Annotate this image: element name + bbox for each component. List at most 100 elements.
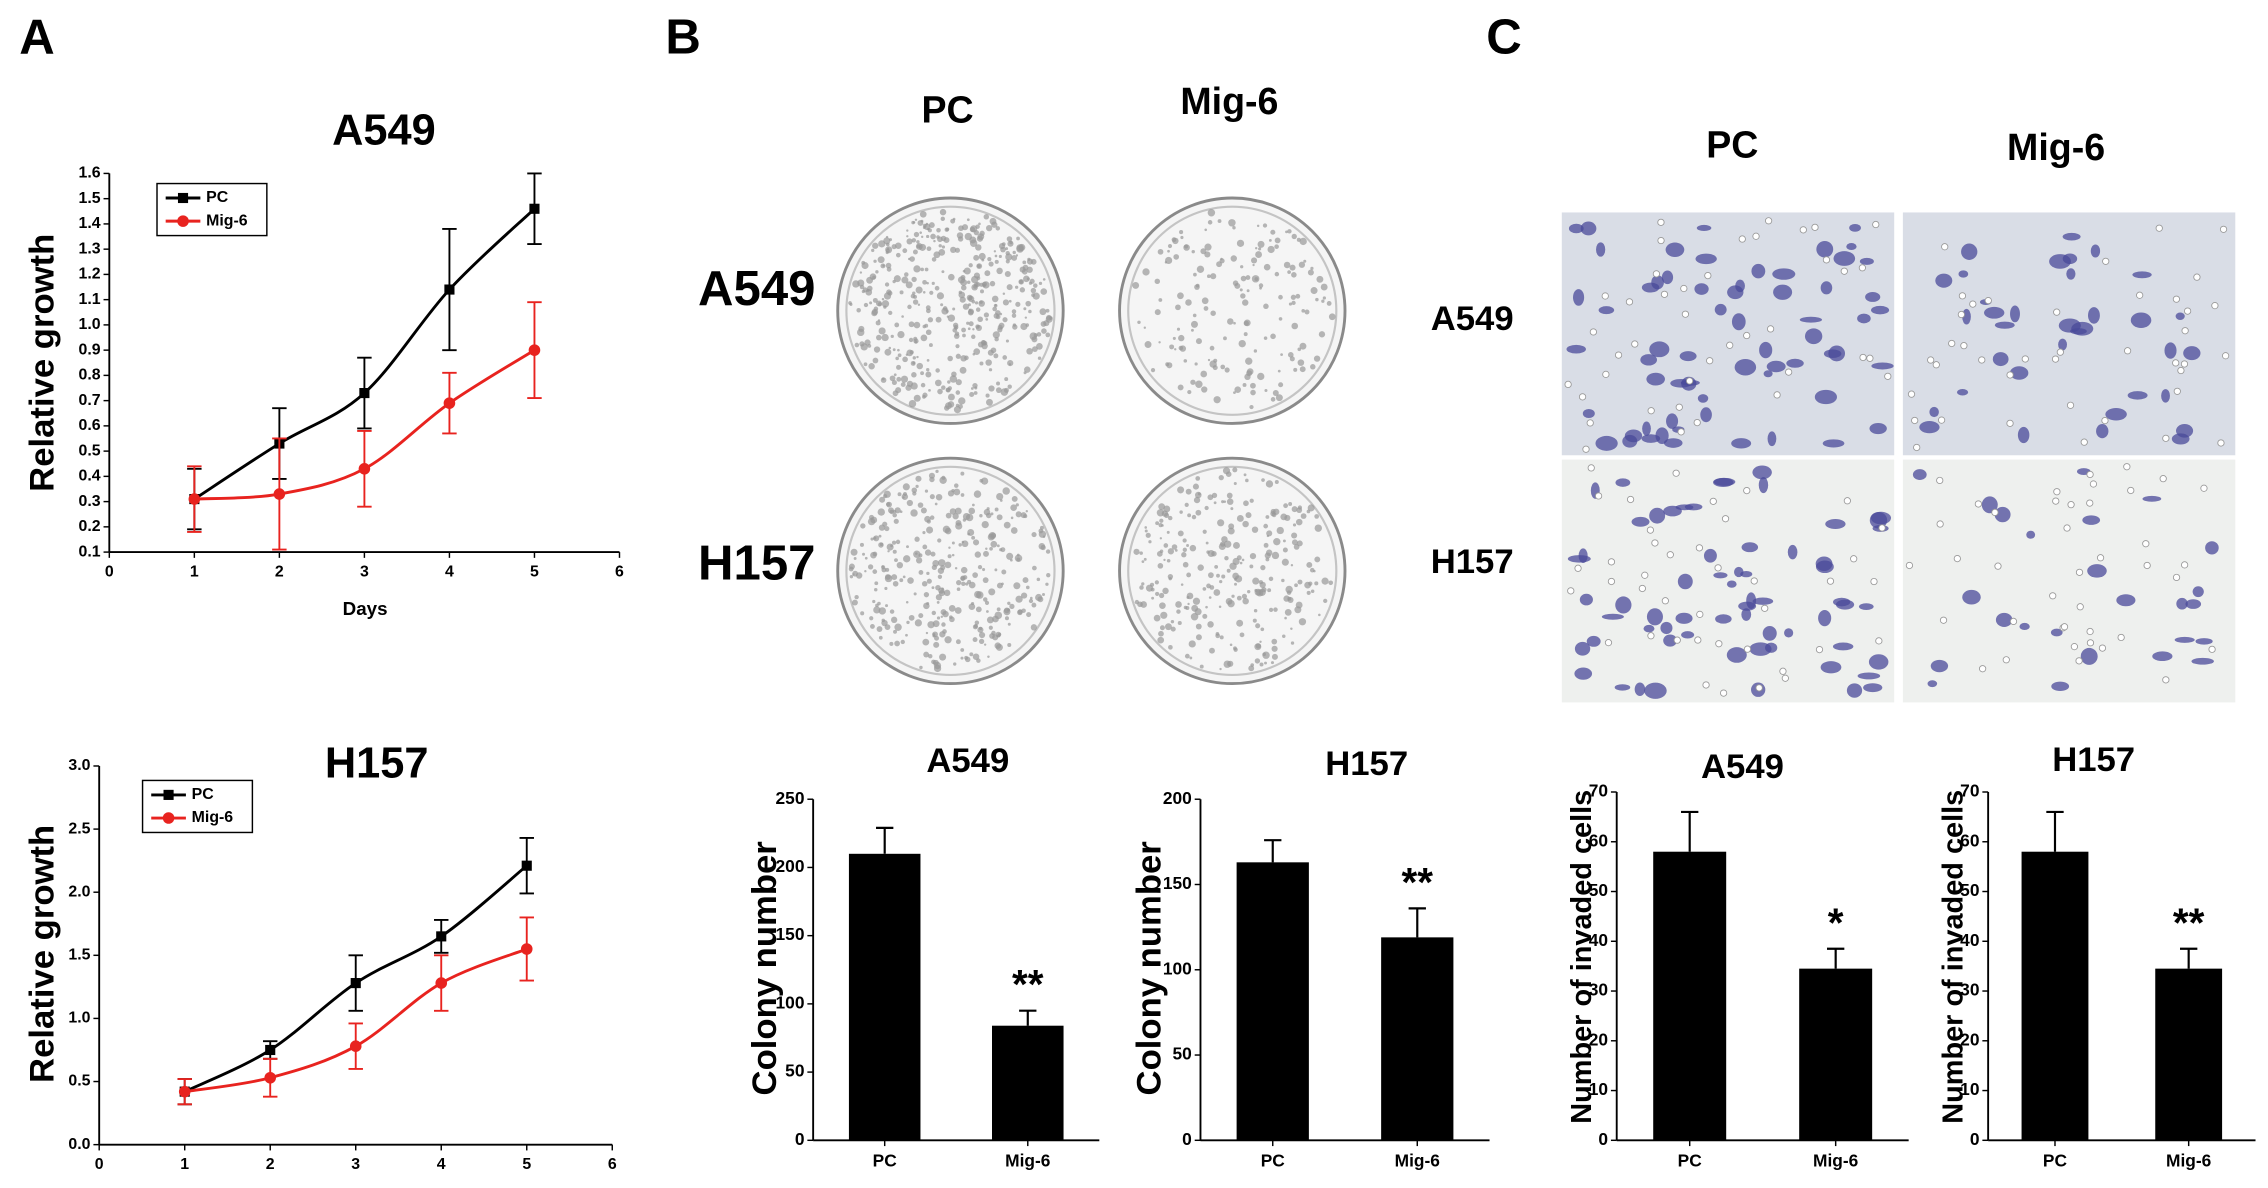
cell <box>1868 654 1889 670</box>
colony <box>951 371 957 377</box>
cell <box>2010 305 2020 323</box>
colony <box>989 633 995 639</box>
colony <box>1192 313 1197 318</box>
pore <box>2172 359 2180 367</box>
colony <box>1297 347 1302 352</box>
marker <box>188 493 201 505</box>
pore <box>2076 603 2084 611</box>
colony <box>988 385 995 392</box>
pore <box>1702 681 1710 689</box>
colony <box>992 306 997 312</box>
colony <box>941 245 946 249</box>
colony <box>1191 249 1195 254</box>
cell <box>1752 465 1772 480</box>
colony <box>942 306 948 311</box>
colony <box>1310 589 1315 594</box>
cell <box>1566 344 1586 354</box>
cell <box>2183 346 2201 361</box>
cell <box>2192 586 2204 598</box>
colony <box>885 250 889 255</box>
x-tick-label: PC <box>1261 1151 1286 1171</box>
marker <box>444 284 455 295</box>
colony <box>951 553 955 557</box>
colony <box>1328 580 1334 586</box>
pore <box>1647 407 1655 415</box>
colony <box>1023 307 1027 311</box>
colony <box>1016 553 1020 557</box>
colony <box>1268 607 1274 612</box>
colony <box>1242 520 1249 528</box>
colony <box>985 317 989 321</box>
colony <box>1157 248 1164 255</box>
colony <box>1007 601 1011 605</box>
colony <box>868 363 875 370</box>
colony <box>1236 555 1242 561</box>
colony <box>1242 382 1247 387</box>
colony <box>1204 243 1212 251</box>
colony <box>1278 382 1284 388</box>
x-tick-label: Mig-6 <box>1813 1151 1859 1171</box>
colony <box>1264 661 1267 665</box>
colony <box>1255 251 1262 258</box>
pore <box>2173 387 2181 395</box>
colony <box>1292 523 1297 527</box>
colony <box>1033 283 1038 288</box>
colony <box>1006 236 1013 242</box>
colony <box>1190 328 1194 332</box>
pore <box>1589 328 1597 336</box>
colony <box>1270 397 1276 402</box>
y-tick-label: 20 <box>1589 1029 1608 1049</box>
colony <box>964 655 969 660</box>
colony <box>1278 317 1283 321</box>
pore <box>2006 419 2014 427</box>
colony <box>891 380 897 386</box>
colony <box>1157 562 1164 569</box>
colony <box>1184 653 1190 659</box>
y-tick-label: 40 <box>1589 930 1608 950</box>
colony <box>870 516 878 524</box>
colony <box>925 329 932 336</box>
colony <box>932 631 938 638</box>
pore <box>1709 497 1717 505</box>
colony <box>873 346 881 353</box>
colony <box>911 372 917 378</box>
colony <box>996 381 1000 386</box>
colony <box>1195 476 1201 481</box>
colony <box>976 263 983 270</box>
colony <box>1023 275 1030 283</box>
dish <box>1118 196 1347 425</box>
colony <box>1267 588 1272 593</box>
cell <box>1994 321 2015 329</box>
colony <box>1032 346 1038 353</box>
colony <box>877 508 885 516</box>
colony <box>916 240 920 244</box>
colony <box>1232 226 1236 230</box>
marker <box>264 1071 276 1084</box>
colony <box>897 492 902 497</box>
colony <box>1038 281 1043 286</box>
colony <box>922 395 926 399</box>
colony <box>897 348 900 352</box>
dish-rim <box>845 465 1056 677</box>
colony <box>1270 229 1276 235</box>
colony <box>985 359 992 366</box>
colony <box>1299 237 1307 246</box>
y-tick-label: 70 <box>1960 781 1979 801</box>
pore <box>1872 220 1880 229</box>
colony <box>936 292 945 300</box>
colony <box>1234 575 1243 583</box>
colony <box>906 499 913 507</box>
colony <box>906 238 913 245</box>
colony <box>1177 292 1184 300</box>
colony <box>1267 245 1275 254</box>
colony <box>927 621 935 629</box>
colony <box>1265 515 1270 519</box>
y-tick-label: 50 <box>785 1061 804 1081</box>
y-tick-label: 150 <box>1163 873 1192 893</box>
colony <box>1288 302 1293 306</box>
colony <box>878 327 886 335</box>
colony <box>1245 478 1249 483</box>
colony <box>960 278 968 286</box>
colony <box>1193 272 1197 277</box>
colony <box>985 547 988 550</box>
